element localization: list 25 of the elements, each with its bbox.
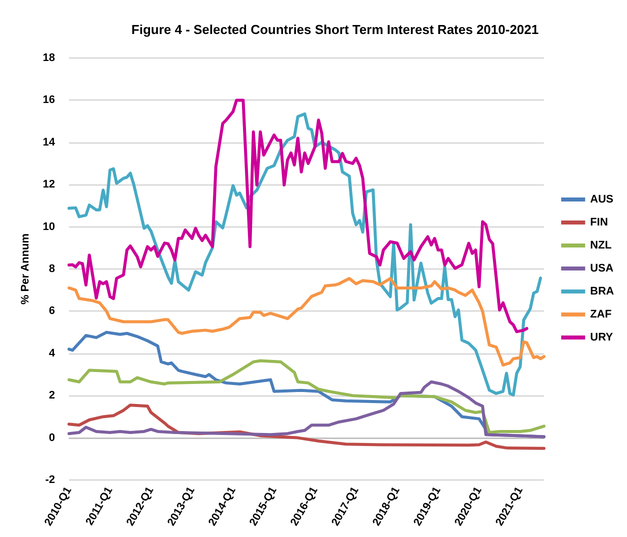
y-tick-label: 12 [42, 178, 55, 191]
y-tick-label: -2 [45, 474, 55, 486]
y-tick-label: 4 [48, 347, 56, 360]
legend-label: ZAF [590, 308, 612, 320]
y-tick-label: 2 [48, 390, 55, 402]
legend-label: USA [590, 262, 614, 274]
y-tick-label: 16 [42, 94, 55, 106]
line-series [68, 380, 546, 438]
y-tick-label: 8 [48, 263, 55, 275]
line-series [68, 98, 528, 334]
legend-label: FIN [590, 216, 608, 228]
y-axis-title: % Per Annum [20, 233, 32, 305]
chart-title: Figure 4 - Selected Countries Short Term Interest Rates 2010-2021 [131, 22, 539, 37]
legend-label: AUS [590, 194, 614, 206]
line-series [68, 112, 542, 396]
legend-label: NZL [590, 240, 612, 252]
y-tick-label: 6 [48, 305, 55, 318]
legend-label: URY [590, 332, 614, 344]
line-series [68, 276, 546, 367]
legend-label: BRA [590, 286, 614, 298]
y-tick-label: 18 [42, 52, 55, 64]
y-tick-label: 0 [48, 432, 55, 444]
y-tick-label: 10 [42, 220, 55, 233]
y-tick-label: 14 [42, 136, 56, 148]
line-series [68, 359, 546, 434]
